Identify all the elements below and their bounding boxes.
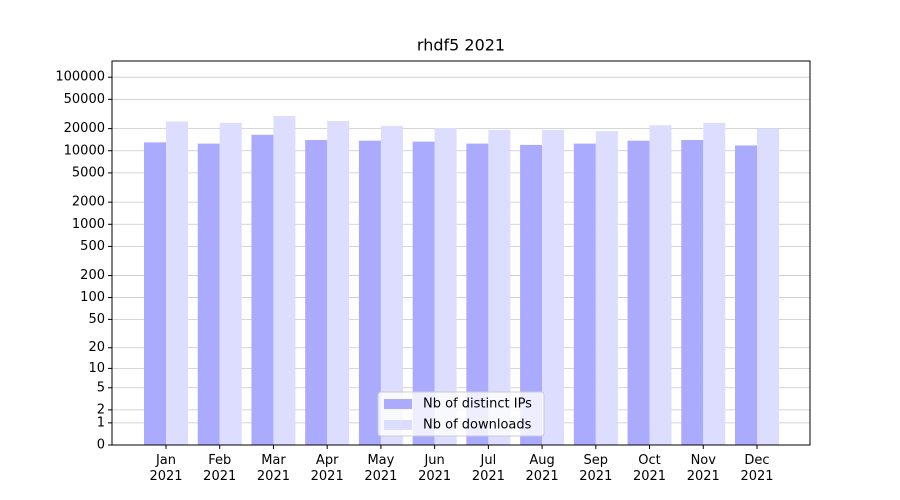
bar — [380, 125, 403, 445]
legend-label: Nb of distinct IPs — [423, 397, 532, 412]
bar — [327, 120, 350, 446]
bar — [197, 143, 220, 445]
bar — [144, 142, 166, 445]
plot-frame — [111, 60, 811, 446]
y-tick-label: 2 — [97, 402, 105, 417]
y-tick-label: 50000 — [64, 92, 105, 107]
y-tick-label: 200 — [80, 268, 105, 283]
bar — [434, 128, 457, 445]
y-tick-label: 500 — [80, 239, 105, 254]
legend-swatch — [384, 420, 412, 430]
bar — [219, 122, 242, 445]
bar — [520, 144, 543, 445]
x-tick-label: Mar 2021 — [256, 453, 290, 484]
y-tick-label: 1000 — [72, 217, 105, 232]
y-tick-label: 5000 — [72, 165, 105, 180]
x-tick-label: Dec 2021 — [740, 453, 774, 484]
bar — [488, 129, 511, 445]
y-tick-label: 5 — [97, 380, 105, 395]
y-tick-label: 10 — [88, 361, 105, 376]
bar — [735, 145, 757, 446]
x-tick-label: Oct 2021 — [632, 453, 667, 484]
x-tick-label: Aug 2021 — [525, 453, 559, 484]
y-tick-label: 2000 — [72, 195, 105, 210]
y-tick-label: 0 — [97, 438, 105, 453]
legend-swatch — [384, 399, 412, 409]
bar — [466, 143, 489, 445]
y-tick-label: 20000 — [64, 121, 105, 136]
bar — [649, 125, 672, 446]
bar — [305, 140, 328, 446]
y-tick-label: 1 — [97, 415, 105, 430]
x-tick-label: Jun 2021 — [418, 453, 452, 484]
bar — [358, 140, 381, 445]
y-tick-label: 100 — [80, 290, 105, 305]
legend-label: Nb of downloads — [423, 418, 532, 433]
x-tick-label: Nov 2021 — [686, 453, 720, 484]
legend-box — [377, 391, 545, 437]
bar — [273, 115, 296, 446]
x-tick-label: Jul 2021 — [471, 453, 505, 484]
x-tick-label: Feb 2021 — [203, 453, 237, 484]
y-tick-label: 100000 — [55, 70, 105, 85]
y-tick-label: 50 — [88, 312, 105, 327]
x-tick-label: Sep 2021 — [579, 453, 613, 484]
y-tick-label: 10000 — [64, 143, 105, 158]
bar — [251, 134, 274, 446]
x-tick-label: Jan 2021 — [149, 453, 183, 484]
y-tick-label: 20 — [88, 340, 105, 355]
x-tick-label: Apr 2021 — [310, 453, 344, 484]
bar — [757, 128, 779, 445]
bar — [166, 121, 188, 446]
bar — [681, 140, 704, 446]
x-tick-label: May 2021 — [364, 453, 398, 484]
bar — [573, 143, 596, 445]
bar — [627, 140, 650, 445]
chart-title: rhdf5 2021 — [417, 36, 505, 55]
bar — [412, 141, 435, 445]
legend: Nb of distinct IPs Nb of downloads — [377, 391, 545, 437]
bar — [703, 122, 726, 445]
bar — [542, 129, 565, 445]
bar — [595, 131, 618, 446]
